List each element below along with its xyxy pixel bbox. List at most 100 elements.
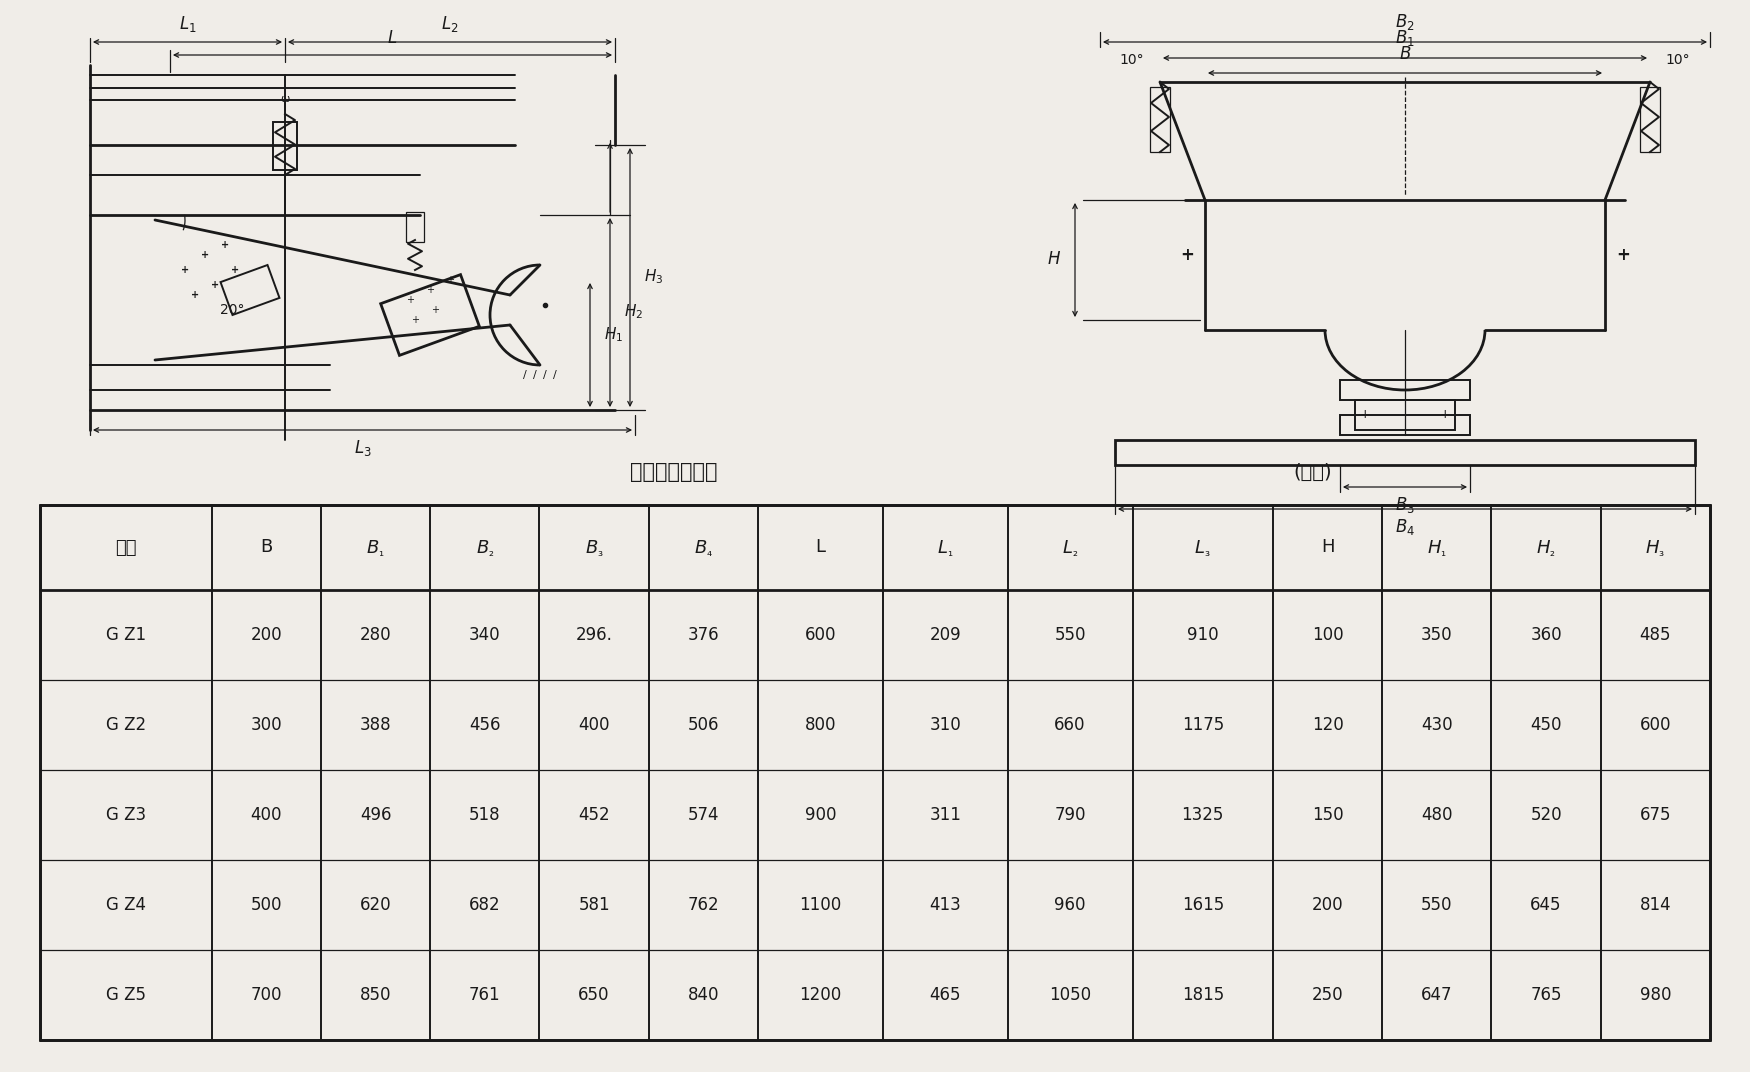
Text: 761: 761 [469,986,500,1004]
Text: 814: 814 [1640,896,1671,914]
Text: $B_{₁}$: $B_{₁}$ [366,537,385,557]
Text: $B$: $B$ [1398,46,1410,63]
Text: 250: 250 [1312,986,1344,1004]
Text: $L_{₃}$: $L_{₃}$ [1195,537,1211,557]
Text: $H_3$: $H_3$ [644,268,663,286]
Text: L: L [816,538,826,556]
Text: 209: 209 [929,626,961,644]
Text: 型号: 型号 [116,538,136,556]
Text: 400: 400 [250,806,282,824]
Text: 280: 280 [360,626,392,644]
Text: 311: 311 [929,806,961,824]
Text: $H_2$: $H_2$ [625,302,644,322]
Text: 200: 200 [250,626,282,644]
Text: 550: 550 [1421,896,1452,914]
Text: 296.: 296. [576,626,612,644]
Text: 762: 762 [688,896,719,914]
Text: 310: 310 [929,716,961,734]
Text: 840: 840 [688,986,719,1004]
Text: 10°: 10° [1666,53,1690,66]
Text: +: + [446,276,453,285]
Bar [1150,87,1171,152]
Text: G Z1: G Z1 [105,626,145,644]
Text: $B_2$: $B_2$ [1395,12,1414,32]
Text: 450: 450 [1530,716,1561,734]
Bar [1340,415,1470,435]
Text: +: + [1440,408,1451,421]
Text: 600: 600 [805,626,836,644]
Text: +: + [1360,408,1370,421]
Text: 413: 413 [929,896,961,914]
Bar [1354,400,1454,430]
Text: $L_2$: $L_2$ [441,14,458,34]
Text: 980: 980 [1640,986,1671,1004]
Text: 850: 850 [360,986,392,1004]
Text: 360: 360 [1530,626,1563,644]
Text: +: + [425,285,434,295]
Text: 682: 682 [469,896,500,914]
Text: (毫米): (毫米) [1293,463,1332,482]
Text: 456: 456 [469,716,500,734]
Text: $B_3$: $B_3$ [1395,495,1416,515]
Text: 675: 675 [1640,806,1671,824]
Text: 350: 350 [1421,626,1452,644]
Text: +: + [411,315,418,325]
Text: 200: 200 [1312,896,1344,914]
Text: /: / [523,370,527,379]
Text: 10°: 10° [1120,53,1144,66]
Text: +: + [406,295,415,306]
Text: 1325: 1325 [1181,806,1223,824]
Text: 1815: 1815 [1181,986,1223,1004]
Text: $H_{₁}$: $H_{₁}$ [1426,537,1447,557]
Text: 480: 480 [1421,806,1452,824]
Text: 452: 452 [578,806,611,824]
Text: +: + [191,291,200,300]
Text: +: + [430,306,439,315]
Bar [1115,440,1696,465]
Text: $B_4$: $B_4$ [1395,517,1416,537]
Text: G Z5: G Z5 [105,986,145,1004]
Text: $L_1$: $L_1$ [178,14,196,34]
Text: $B_1$: $B_1$ [1395,28,1416,48]
Text: /: / [553,370,556,379]
Text: 1200: 1200 [800,986,842,1004]
Text: 300: 300 [250,716,282,734]
Text: /: / [534,370,537,379]
Text: 800: 800 [805,716,836,734]
Text: $L_3$: $L_3$ [354,438,371,458]
Bar [406,212,423,242]
Text: $B_{₂}$: $B_{₂}$ [476,537,494,557]
Text: 376: 376 [688,626,719,644]
Text: $H_{₂}$: $H_{₂}$ [1536,537,1556,557]
Text: 660: 660 [1054,716,1085,734]
Text: 430: 430 [1421,716,1452,734]
Text: 465: 465 [929,986,961,1004]
Text: 700: 700 [250,986,282,1004]
Text: H: H [1321,538,1334,556]
Text: +: + [220,240,229,250]
Text: 506: 506 [688,716,719,734]
Text: 550: 550 [1054,626,1085,644]
Text: +: + [201,250,208,260]
Text: 388: 388 [360,716,392,734]
Text: 基本型外形尺寸: 基本型外形尺寸 [630,462,718,482]
Bar [1340,379,1470,400]
Text: 765: 765 [1530,986,1561,1004]
Text: +: + [231,265,240,276]
Text: +: + [1180,245,1194,264]
Text: 1615: 1615 [1181,896,1223,914]
Text: /: / [542,370,546,379]
Text: 910: 910 [1186,626,1218,644]
Text: $L$: $L$ [387,30,397,47]
Bar [1640,87,1661,152]
Text: $B_{₃}$: $B_{₃}$ [584,537,604,557]
Text: 100: 100 [1312,626,1344,644]
Text: B: B [261,538,273,556]
Text: 500: 500 [250,896,282,914]
Bar [273,122,298,170]
Text: $L_{₁}$: $L_{₁}$ [936,537,954,557]
Text: 1100: 1100 [800,896,842,914]
Text: 1175: 1175 [1181,716,1223,734]
Text: 520: 520 [1530,806,1563,824]
Text: G Z3: G Z3 [105,806,145,824]
